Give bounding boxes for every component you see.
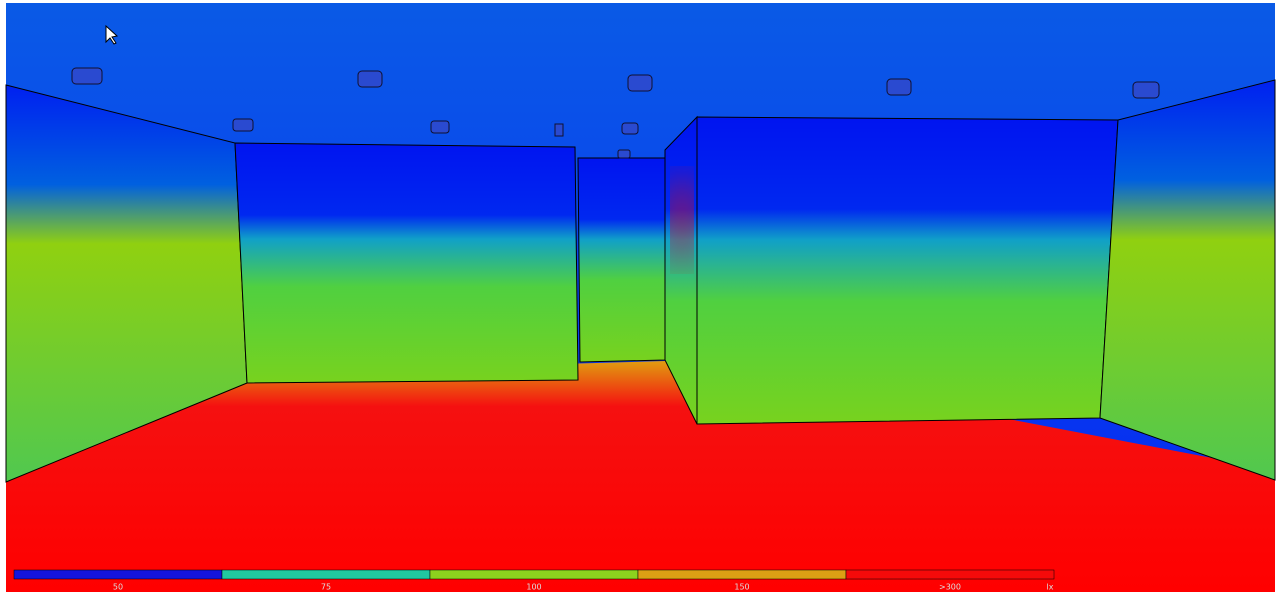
- legend-swatch: [13, 569, 223, 580]
- right-back-wall: [696, 116, 1119, 425]
- legend-label: 75: [321, 583, 331, 592]
- legend-swatch: [637, 569, 847, 580]
- cursor: [105, 24, 119, 45]
- back-wall: [234, 142, 579, 384]
- right-wall: [1099, 79, 1276, 481]
- legend-swatch: [429, 569, 639, 580]
- legend-label: 50: [113, 583, 123, 592]
- hotspot: [672, 175, 692, 265]
- legend-swatch: [845, 569, 1055, 580]
- legend-label: >300: [939, 583, 961, 592]
- legend-label: 150: [734, 583, 749, 592]
- luminaires: [71, 67, 1160, 159]
- legend: 50 75 100 150 >300 lx: [13, 569, 1055, 592]
- corridor-wall: [577, 157, 666, 363]
- legend-swatch: [221, 569, 431, 580]
- legend-unit: lx: [1047, 583, 1054, 592]
- legend-label: 100: [526, 583, 541, 592]
